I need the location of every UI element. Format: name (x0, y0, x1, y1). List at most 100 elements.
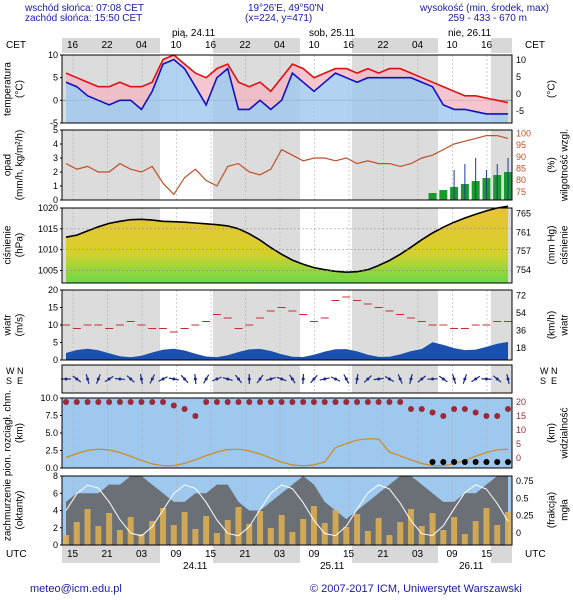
fog-point (451, 459, 458, 465)
day-label-fri: pią, 24.11 (172, 28, 216, 39)
wind-direction-dot (323, 377, 327, 381)
visibility-point (127, 399, 134, 405)
ytick-right: 95 (516, 140, 526, 150)
bottom-hour-label: 09 (446, 549, 458, 560)
wind-direction-dot (64, 377, 68, 381)
bottom-hour-label: 03 (274, 549, 286, 560)
top-hour-label: 16 (67, 40, 79, 51)
cloud-low-bar (440, 530, 447, 545)
footer-email[interactable]: meteo@icm.edu.pl (30, 583, 122, 595)
day-label-sun: nie, 26.11 (448, 28, 492, 39)
wind-direction-dot (484, 377, 488, 381)
top-hour-label: 04 (412, 40, 424, 51)
bottom-night-band (213, 545, 300, 563)
wind-direction-dot (420, 377, 424, 381)
cloud-low-bar (386, 535, 393, 545)
visibility-point (386, 399, 393, 405)
visibility-axis-unit: (km) (546, 423, 558, 443)
cloud-low-bar (84, 509, 91, 545)
ytick-left: 3 (53, 153, 58, 163)
ytick-right: -5 (516, 106, 524, 116)
ytick-right: 5 (516, 439, 521, 449)
wind-direction-dot (172, 377, 176, 381)
ytick-right: 10 (516, 55, 526, 65)
cloud-low-bar (235, 507, 242, 545)
dir-night-band (491, 365, 512, 393)
visibility-point (138, 399, 145, 405)
visibility-point (95, 399, 102, 405)
wind-direction-dot (301, 377, 305, 381)
top-hour-label: 10 (170, 40, 182, 51)
visibility-point (407, 406, 414, 412)
wind-direction-dot (452, 377, 456, 381)
day-label-sat: sob, 25.11 (309, 28, 355, 39)
cloud-low-bar (418, 526, 425, 545)
ytick-left: 2 (53, 167, 58, 177)
ytick-right: 85 (516, 164, 526, 174)
humidity-axis-unit: (%) (546, 157, 558, 173)
visibility-point (235, 399, 242, 405)
ytick-left: 10 (48, 50, 58, 60)
cloud-low-bar (95, 526, 102, 545)
ytick-left: 0.0 (45, 463, 58, 473)
visibility-point (224, 399, 231, 405)
cloud-low-bar (213, 533, 220, 545)
compass-letter: W (6, 366, 15, 376)
wind-direction-dot (334, 377, 338, 381)
ytick-right: 5 (516, 72, 521, 82)
ytick-left: 0 (53, 95, 58, 105)
visibility-point (505, 406, 511, 412)
visibility-point (181, 406, 188, 412)
top-hour-label: 10 (308, 40, 320, 51)
top-night-band (491, 38, 512, 53)
visibility-point (116, 399, 123, 405)
ytick-left: -5 (50, 118, 58, 128)
compass-letter: W (540, 366, 549, 376)
ytick-right: 72 (516, 290, 526, 300)
temp-dewpoint-area (66, 59, 508, 123)
visibility-point (451, 406, 458, 412)
temp-axis-label: temperatura (2, 62, 14, 116)
vis-panel-bg (62, 398, 512, 468)
visibility-point (440, 413, 447, 419)
cloud-low-bar (289, 532, 296, 545)
wind-direction-dot (161, 377, 165, 381)
ytick-left: 10 (48, 320, 58, 330)
cloud-axis-unit: (oktanty) (14, 490, 26, 530)
wind-direction-dot (215, 377, 219, 381)
visibility-point (160, 399, 167, 405)
humidity-line (65, 135, 509, 196)
ytick-left: 0 (53, 540, 58, 550)
bottom-hour-label: 09 (308, 549, 320, 560)
temp-axis-unit-right: (°C) (546, 80, 558, 98)
visibility-point (310, 399, 317, 405)
precip-bar (428, 193, 437, 200)
wind-night-band (213, 290, 300, 360)
wind-direction-dot (431, 377, 435, 381)
ytick-left: 2.5 (45, 446, 58, 456)
fog-point (494, 459, 501, 465)
visibility-point (84, 399, 91, 405)
wind-direction-dot (269, 377, 273, 381)
wind-direction-dot (236, 377, 240, 381)
cloud-high-line (65, 484, 509, 537)
cloud-low-bar (300, 519, 307, 545)
fog-point (429, 459, 436, 465)
bottom-hour-label: 15 (481, 549, 493, 560)
ytick-right: 0.25 (516, 511, 534, 521)
ytick-left: 20 (48, 285, 58, 295)
ytick-left: 2 (53, 523, 58, 533)
ytick-left: 0 (53, 355, 58, 365)
top-hour-label: 22 (101, 40, 113, 51)
ytick-left: 4 (53, 506, 58, 516)
fog-point (440, 459, 447, 465)
ytick-left: 10.0 (40, 393, 58, 403)
wind-direction-dot (495, 377, 499, 381)
visibility-point (332, 399, 339, 405)
cloud-low-bar (73, 522, 80, 545)
cloud-low-bar (343, 527, 350, 545)
wind-direction-dot (366, 377, 370, 381)
bottom-tz-label: UTC (6, 549, 27, 560)
cloud-low-bar (181, 512, 188, 545)
ytick-left: 5 (53, 338, 58, 348)
